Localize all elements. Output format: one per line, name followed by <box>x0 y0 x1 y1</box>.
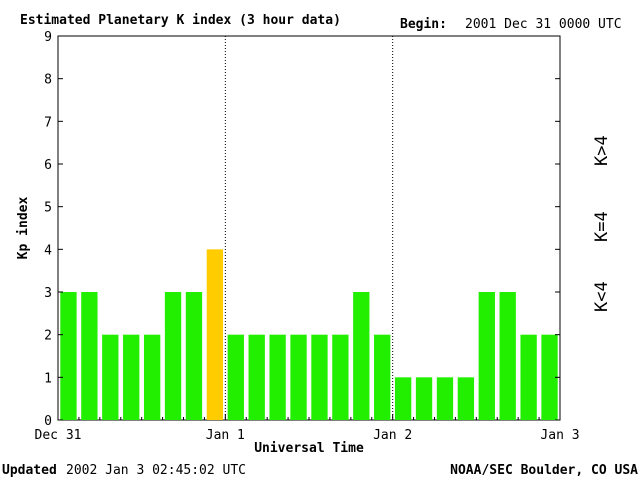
y-tick-label: 0 <box>44 414 52 429</box>
kp-bar-13 <box>332 334 349 420</box>
kp-bar-5 <box>164 292 182 420</box>
kp-bar-20 <box>478 292 495 420</box>
updated-value: 2002 Jan 3 02:45:02 UTC <box>66 463 246 478</box>
y-tick-label: 4 <box>44 243 52 258</box>
kp-bar-12 <box>311 334 328 420</box>
y-tick-label: 6 <box>44 158 52 173</box>
kp-bar-18 <box>436 377 454 420</box>
y-axis-label: Kp index <box>16 197 31 260</box>
legend-item-below: K<4 <box>592 281 612 312</box>
x-tick-label: Jan 3 <box>540 428 579 443</box>
kp-bar-2 <box>102 334 119 420</box>
kp-bar-8 <box>227 334 244 420</box>
x-axis-label: Universal Time <box>254 441 364 456</box>
x-tick-label: Jan 1 <box>206 428 245 443</box>
legend-item-above: K>4 <box>592 135 612 166</box>
x-tick-label: Dec 31 <box>35 428 82 443</box>
y-tick-label: 9 <box>44 30 52 45</box>
begin-value: 2001 Dec 31 0000 UTC <box>465 17 622 32</box>
chart-title: Estimated Planetary K index (3 hour data… <box>20 13 341 28</box>
x-tick-label: Jan 2 <box>373 428 412 443</box>
kp-bar-3 <box>123 334 140 420</box>
y-tick-label: 2 <box>44 329 52 344</box>
begin-label: Begin: <box>400 17 447 32</box>
kp-bar-6 <box>185 292 203 420</box>
y-tick-label: 7 <box>44 115 52 130</box>
kp-bar-16 <box>394 377 412 420</box>
kp-bar-21 <box>499 292 516 420</box>
y-tick-label: 3 <box>44 286 52 301</box>
kp-bar-9 <box>248 334 265 420</box>
updated-label: Updated <box>2 463 57 478</box>
x-axis-ticks: Dec 31 Jan 1 Jan 2 Jan 3 <box>35 414 580 443</box>
y-tick-label: 1 <box>44 371 52 386</box>
kp-bar-15 <box>374 334 391 420</box>
kp-bar-23 <box>541 334 558 420</box>
kp-bar-17 <box>415 377 433 420</box>
source-credit: NOAA/SEC Boulder, CO USA <box>450 463 638 478</box>
legend-item-equal: K=4 <box>592 211 612 242</box>
day-separators <box>224 36 394 420</box>
kp-bar-7 <box>206 249 224 420</box>
kp-bar-0 <box>60 292 77 420</box>
kp-bar-1 <box>81 292 98 420</box>
bars-group <box>60 249 558 420</box>
kp-bar-22 <box>520 334 537 420</box>
y-tick-label: 5 <box>44 201 52 216</box>
kp-bar-14 <box>353 292 370 420</box>
kp-bar-10 <box>269 334 286 420</box>
kp-bar-19 <box>457 377 475 420</box>
kp-bar-4 <box>143 334 161 420</box>
y-tick-label: 8 <box>44 73 52 88</box>
kp-bar-11 <box>290 334 307 420</box>
y-axis-ticks: 0 1 2 3 4 5 6 7 8 9 <box>44 30 560 429</box>
